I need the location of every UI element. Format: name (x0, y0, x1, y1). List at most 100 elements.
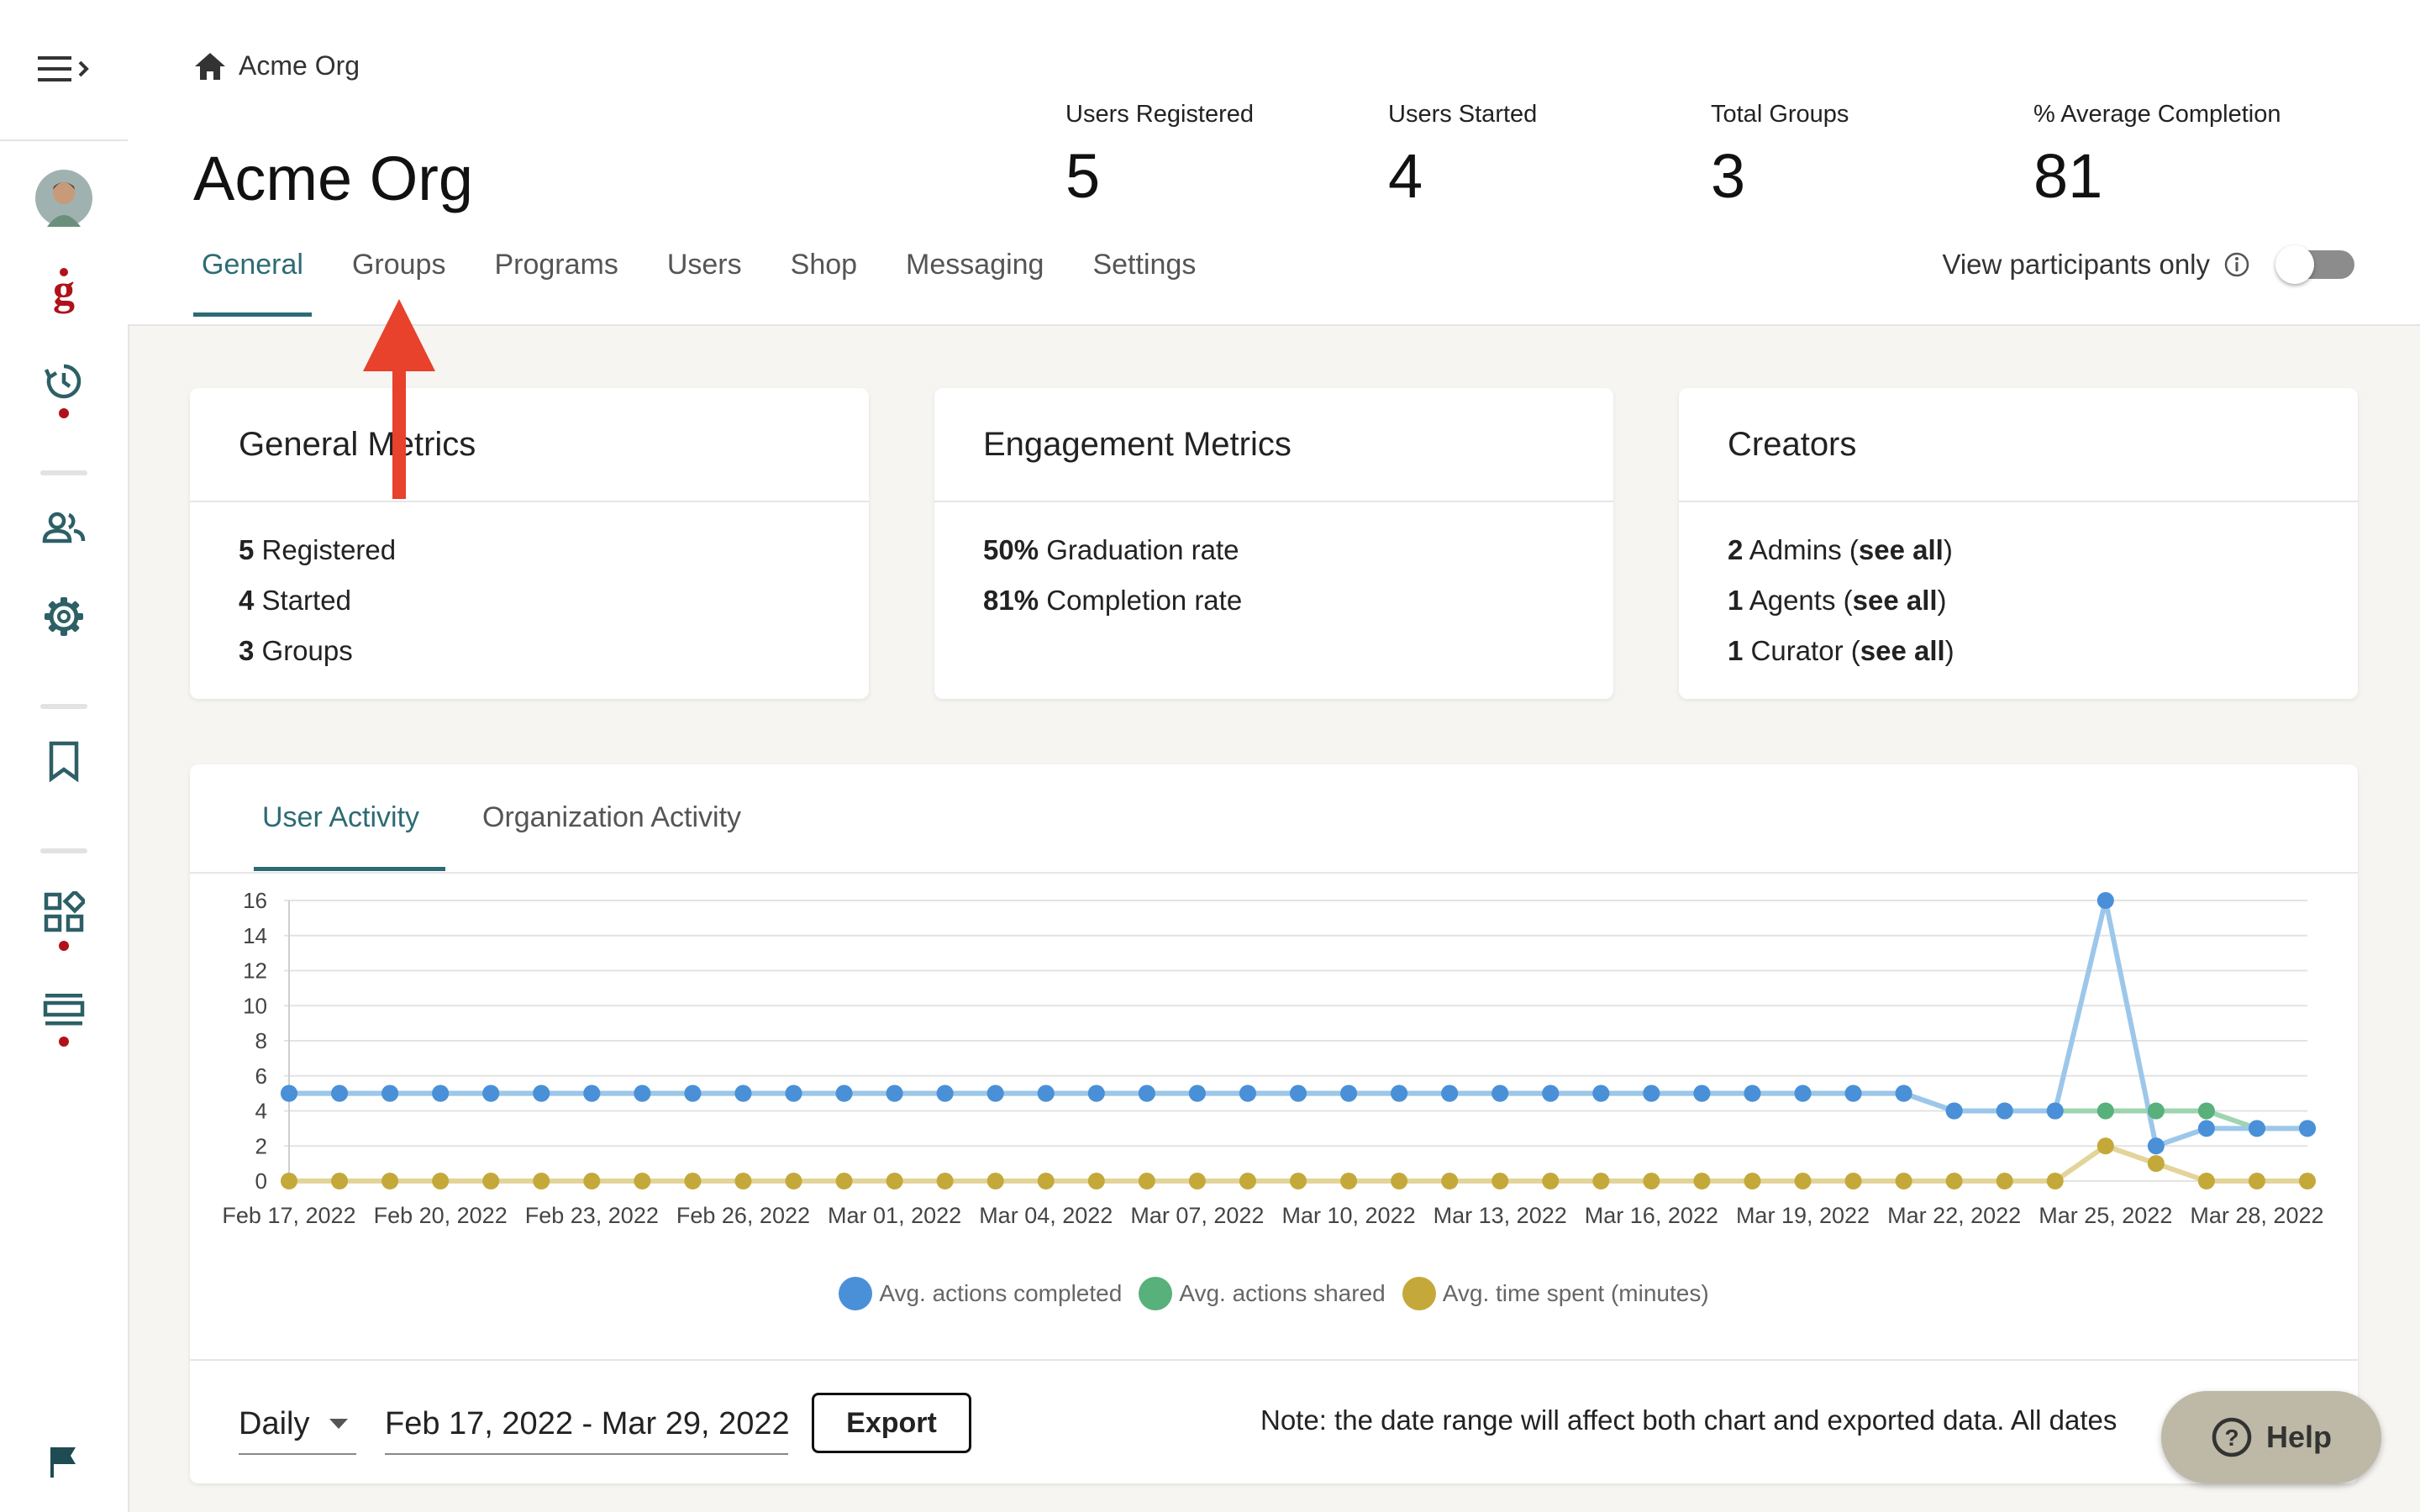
data-point (2197, 1102, 2215, 1120)
sidebar-top (0, 0, 128, 141)
creator-label-end: ) (1944, 635, 1954, 666)
data-point (1844, 1084, 1862, 1102)
data-point (583, 1173, 601, 1189)
data-point (886, 1084, 903, 1102)
tab-settings[interactable]: Settings (1092, 249, 1197, 281)
tab-groups[interactable]: Groups (351, 249, 446, 281)
data-point (1945, 1173, 1963, 1189)
activity-tabs: User Activity Organization Activity (190, 764, 2358, 874)
creator-row: 1 Agents (see all) (1728, 585, 2309, 635)
y-tick-label: 16 (243, 888, 267, 913)
y-tick-label: 4 (255, 1099, 267, 1124)
menu-toggle-button[interactable] (34, 39, 94, 99)
sidebar-separator (40, 848, 87, 853)
breadcrumb[interactable]: Acme Org (193, 50, 360, 81)
bookmark-button[interactable] (34, 731, 94, 791)
tab-user-activity[interactable]: User Activity (262, 801, 420, 833)
avatar[interactable] (34, 168, 94, 228)
creator-count: 1 (1728, 585, 1744, 616)
flag-button[interactable] (34, 1431, 94, 1492)
card-title: Engagement Metrics (934, 388, 1613, 502)
data-point (2147, 1137, 2165, 1155)
x-tick-label: Mar 25, 2022 (2039, 1203, 2172, 1228)
card-body: 50% Graduation rate 81% Completion rate (934, 502, 1613, 667)
x-tick-label: Mar 16, 2022 (1585, 1203, 1718, 1228)
creator-label: Admins ( (1743, 534, 1859, 565)
data-point (331, 1084, 349, 1102)
legend-swatch (1139, 1277, 1173, 1310)
brand-g-button[interactable]: g (34, 264, 94, 324)
help-button[interactable]: ? Help (2161, 1391, 2381, 1483)
data-point (1037, 1084, 1055, 1102)
data-point (2197, 1173, 2215, 1189)
legend-item[interactable]: Avg. actions completed (839, 1277, 1122, 1310)
data-point (1340, 1173, 1358, 1189)
active-tab-indicator (254, 867, 445, 871)
data-point (482, 1084, 500, 1102)
metric-value: 5 (239, 534, 255, 565)
page-title: Acme Org (193, 144, 474, 213)
chevron-down-icon (329, 1419, 349, 1429)
tab-users[interactable]: Users (666, 249, 742, 281)
legend-item[interactable]: Avg. actions shared (1139, 1277, 1386, 1310)
data-point (381, 1084, 399, 1102)
export-button[interactable]: Export (812, 1393, 971, 1453)
view-participants-toggle[interactable] (2275, 245, 2354, 284)
list-icon (43, 994, 85, 1026)
data-point (936, 1084, 954, 1102)
settings-button[interactable] (34, 586, 94, 647)
metric-label: Groups (254, 635, 353, 666)
data-point (1290, 1084, 1307, 1102)
info-icon[interactable] (2223, 251, 2250, 278)
tab-programs[interactable]: Programs (494, 249, 618, 281)
date-range-field[interactable]: Feb 17, 2022 - Mar 29, 2022 (385, 1394, 788, 1455)
svg-text:?: ? (2224, 1425, 2238, 1451)
help-icon: ? (2212, 1417, 2252, 1457)
stat-total-groups: Total Groups 3 (1711, 101, 1849, 212)
widgets-button[interactable] (34, 882, 94, 942)
legend-item[interactable]: Avg. time spent (minutes) (1402, 1277, 1709, 1310)
data-point (1945, 1102, 1963, 1120)
metric-label: Completion rate (1039, 585, 1243, 616)
data-point (2096, 1137, 2114, 1155)
tab-organization-activity[interactable]: Organization Activity (482, 801, 742, 833)
stat-users-started: Users Started 4 (1388, 101, 1537, 212)
data-point (936, 1173, 954, 1189)
card-title: General Metrics (190, 388, 869, 502)
chart-legend: Avg. actions completed Avg. actions share… (190, 1277, 2358, 1310)
history-button[interactable] (34, 351, 94, 412)
people-button[interactable] (34, 497, 94, 558)
see-all-curators-link[interactable]: see all (1860, 635, 1945, 666)
date-range-value: Feb 17, 2022 - Mar 29, 2022 (385, 1405, 788, 1441)
see-all-agents-link[interactable]: see all (1852, 585, 1938, 616)
interval-select[interactable]: Daily (239, 1394, 356, 1455)
history-notification-dot (59, 408, 69, 418)
bookmark-icon (49, 741, 79, 782)
data-point (1037, 1173, 1055, 1189)
metric-value: 3 (239, 635, 255, 666)
brand-g-icon: g (53, 267, 75, 314)
legend-swatch (1402, 1277, 1436, 1310)
creator-label-end: ) (1943, 534, 1953, 565)
data-point (1542, 1173, 1560, 1189)
data-point (1491, 1173, 1509, 1189)
data-point (2299, 1173, 2316, 1189)
tab-general[interactable]: General (193, 249, 312, 317)
tab-shop[interactable]: Shop (790, 249, 858, 281)
data-point (1138, 1084, 1155, 1102)
see-all-admins-link[interactable]: see all (1858, 534, 1944, 565)
data-point (381, 1173, 399, 1189)
list-button[interactable] (34, 979, 94, 1040)
creator-label-end: ) (1937, 585, 1947, 616)
data-point (2299, 1120, 2316, 1137)
sidebar-separator (40, 704, 87, 709)
tab-messaging[interactable]: Messaging (906, 249, 1044, 281)
help-label: Help (2265, 1420, 2332, 1454)
view-participants-control: View participants only (1942, 245, 2354, 284)
stat-label: Users Started (1388, 101, 1538, 128)
creator-count: 1 (1728, 635, 1744, 666)
data-point (2046, 1173, 2064, 1189)
stat-value: 3 (1711, 141, 1746, 211)
data-point (1087, 1084, 1105, 1102)
stat-value: 5 (1065, 141, 1101, 211)
